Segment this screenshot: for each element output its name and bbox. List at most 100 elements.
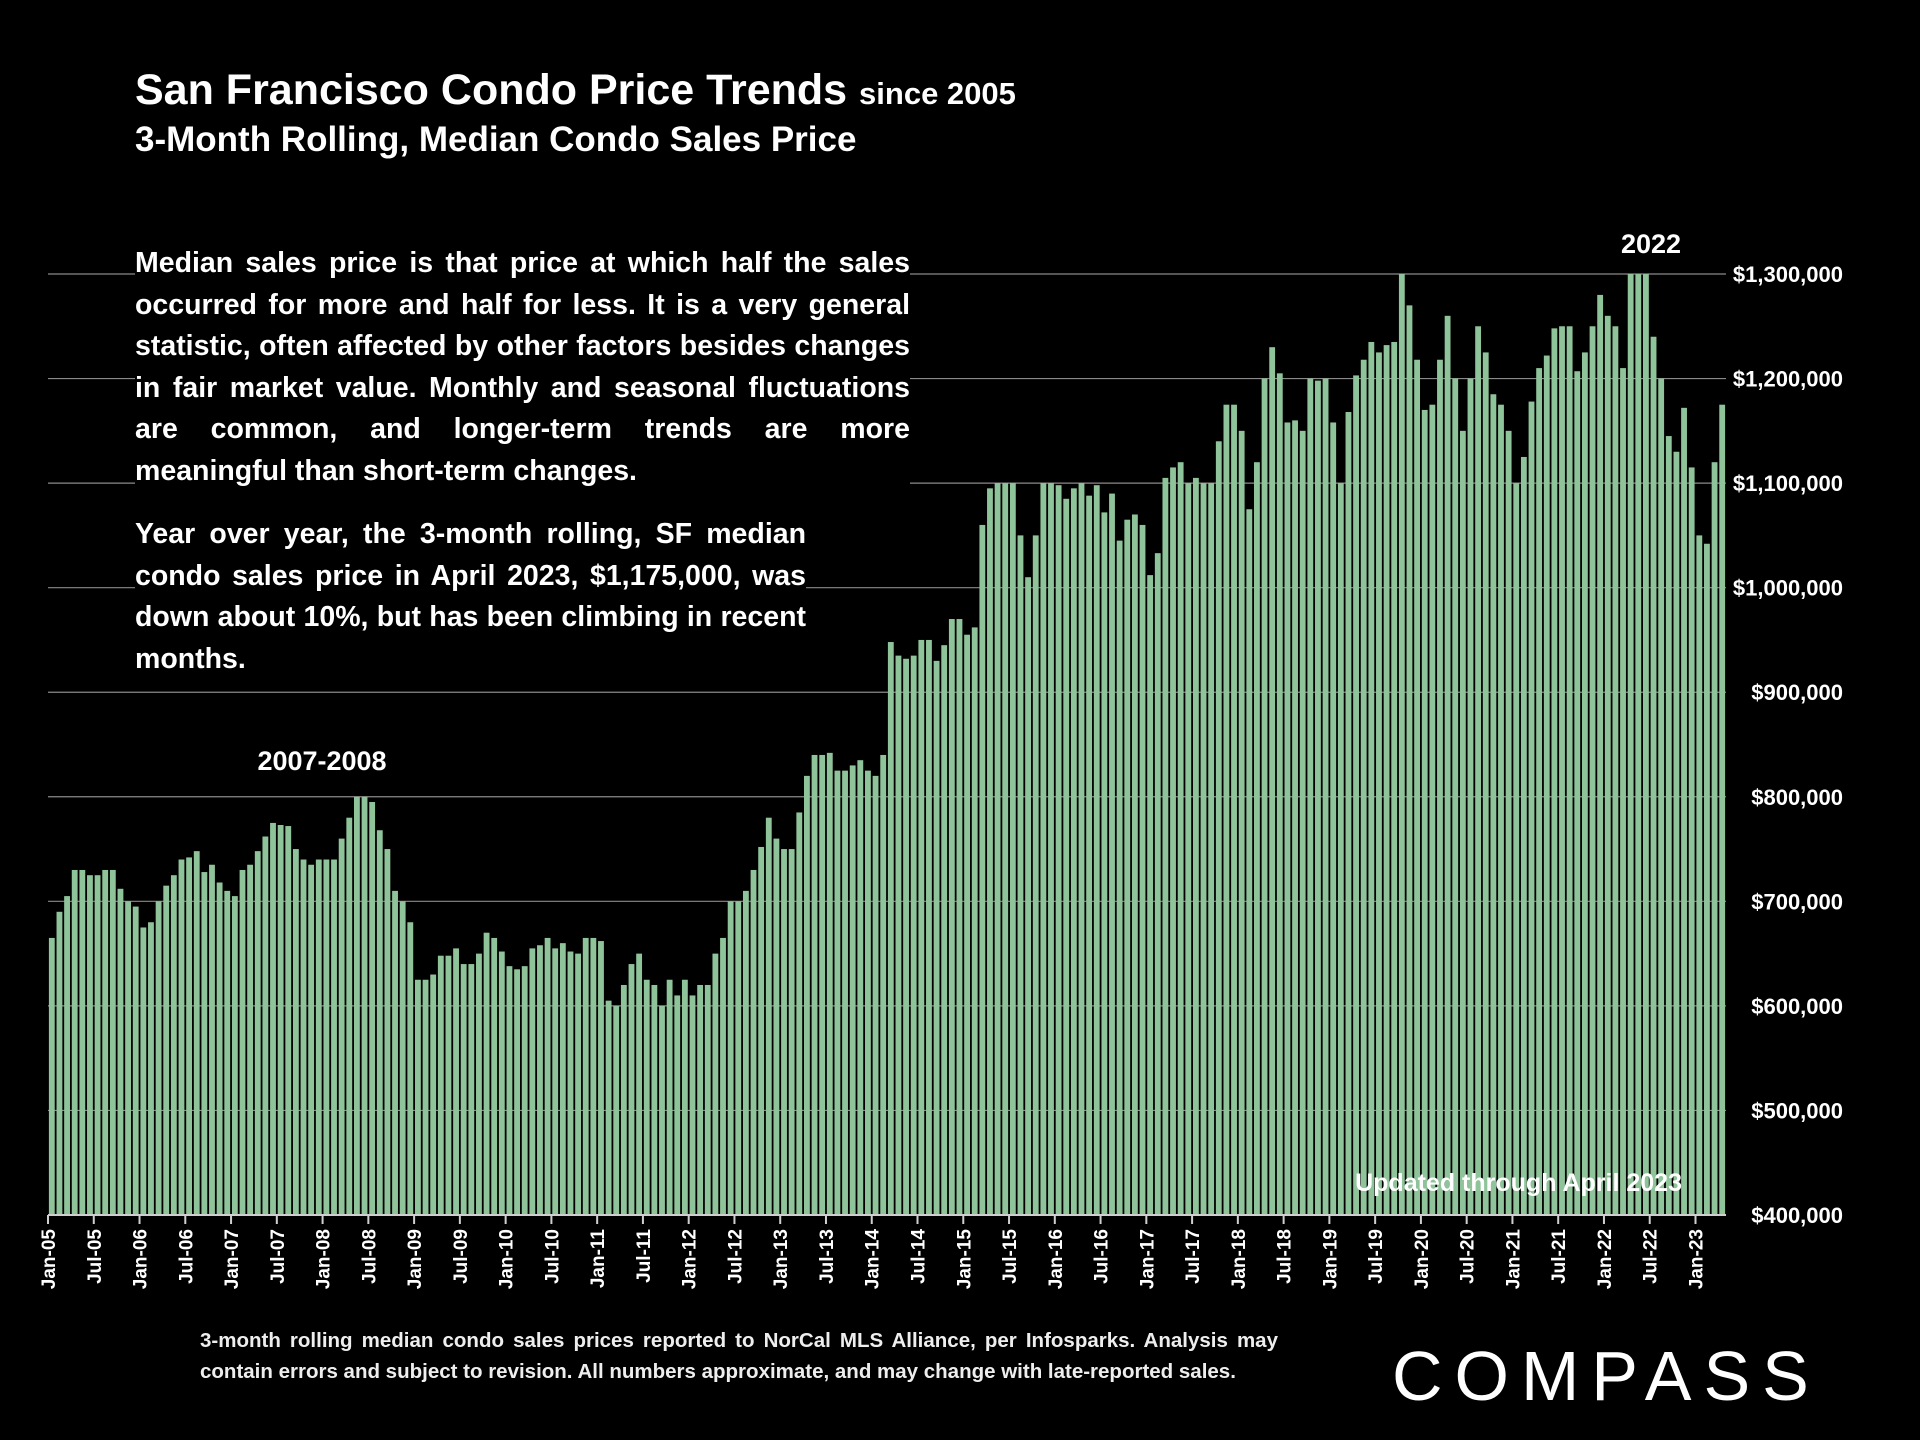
- bar: [1246, 509, 1253, 1215]
- bar: [1162, 477, 1169, 1216]
- y-tick-label: $700,000: [1751, 889, 1843, 914]
- bar: [849, 765, 856, 1215]
- bar: [1238, 430, 1245, 1215]
- bar: [544, 937, 551, 1215]
- bar: [148, 922, 154, 1215]
- bar: [1368, 341, 1375, 1215]
- bar: [1353, 375, 1359, 1215]
- x-tick-label: Jul-22: [1641, 1229, 1662, 1284]
- bar: [689, 995, 696, 1215]
- bar: [315, 859, 322, 1215]
- x-tick-label: Jan-16: [1046, 1229, 1067, 1289]
- bar: [567, 951, 574, 1215]
- bar: [1154, 553, 1161, 1215]
- bar: [1383, 345, 1390, 1215]
- bar: [87, 875, 93, 1215]
- x-tick-label: Jan-13: [771, 1229, 792, 1289]
- chart-annotation: 2022: [1621, 229, 1681, 259]
- compass-logo: COMPASS: [1392, 1337, 1821, 1415]
- x-tick-label: Jul-05: [85, 1229, 106, 1284]
- bar: [376, 830, 383, 1215]
- bar: [1269, 347, 1276, 1215]
- bar: [987, 488, 993, 1216]
- bar: [674, 995, 681, 1215]
- bar: [857, 760, 864, 1215]
- bar: [872, 775, 879, 1215]
- bar: [1040, 483, 1047, 1216]
- x-tick-label: Jan-14: [863, 1229, 884, 1290]
- bar: [636, 953, 643, 1215]
- bar: [514, 969, 520, 1215]
- bar: [1528, 401, 1535, 1216]
- bar: [437, 955, 444, 1215]
- bar: [727, 901, 734, 1215]
- bar: [430, 974, 437, 1215]
- bar: [453, 948, 459, 1215]
- bar: [178, 859, 185, 1215]
- bar: [483, 932, 490, 1215]
- x-tick-label: Jan-20: [1412, 1229, 1433, 1289]
- bar: [788, 849, 795, 1215]
- bar: [1513, 483, 1520, 1216]
- bar: [1673, 451, 1680, 1215]
- bar: [1307, 378, 1314, 1215]
- bar: [445, 955, 452, 1215]
- x-tick-label: Jul-10: [542, 1229, 563, 1284]
- bar: [826, 752, 833, 1215]
- title-main: San Francisco Condo Price Trends: [135, 66, 848, 114]
- bar: [1650, 336, 1657, 1215]
- bar: [369, 802, 376, 1215]
- bar: [1696, 535, 1703, 1215]
- bar: [1330, 422, 1337, 1216]
- note-paragraph-yoy: Year over year, the 3-month rolling, SF …: [135, 514, 806, 680]
- bar: [979, 524, 986, 1215]
- bar: [209, 864, 215, 1215]
- x-tick-label: Jul-13: [817, 1229, 838, 1284]
- bar: [1612, 326, 1619, 1215]
- bar: [1406, 305, 1413, 1215]
- bar: [102, 869, 109, 1215]
- x-tick-label: Jan-21: [1503, 1229, 1524, 1290]
- bar: [521, 966, 528, 1215]
- bar: [842, 770, 848, 1215]
- bar: [651, 984, 658, 1215]
- bar: [735, 901, 742, 1215]
- bar: [1200, 483, 1207, 1216]
- bar: [1559, 326, 1565, 1215]
- bar: [1635, 274, 1642, 1215]
- bar: [254, 851, 261, 1215]
- bar: [1093, 485, 1100, 1215]
- x-tick-label: Jan-17: [1137, 1229, 1158, 1289]
- bar: [1032, 535, 1039, 1215]
- bar: [132, 906, 139, 1215]
- bar: [64, 896, 70, 1215]
- bar: [582, 937, 589, 1215]
- x-tick-label: Jul-12: [725, 1229, 746, 1284]
- bar: [1055, 485, 1062, 1215]
- bar: [796, 812, 803, 1215]
- bar: [1398, 274, 1405, 1215]
- bar: [1170, 467, 1176, 1216]
- title-suffix: since 2005: [859, 76, 1016, 111]
- bar: [353, 796, 360, 1215]
- bar: [292, 849, 299, 1215]
- bar: [1131, 514, 1138, 1215]
- bar: [1643, 274, 1649, 1215]
- bar: [750, 869, 757, 1215]
- y-tick-label: $1,000,000: [1733, 576, 1843, 601]
- bar: [476, 953, 482, 1215]
- bar: [224, 890, 231, 1215]
- x-tick-label: Jul-14: [909, 1229, 930, 1284]
- x-tick-label: Jul-18: [1275, 1229, 1296, 1284]
- y-tick-label: $800,000: [1751, 785, 1843, 810]
- y-tick-label: $400,000: [1751, 1203, 1843, 1228]
- bar: [231, 896, 238, 1215]
- bar: [918, 639, 925, 1215]
- bar: [79, 869, 86, 1215]
- bar: [742, 890, 749, 1215]
- bar: [704, 984, 711, 1215]
- x-tick-label: Jan-19: [1320, 1229, 1341, 1289]
- bar: [887, 642, 894, 1215]
- bar: [1482, 352, 1489, 1216]
